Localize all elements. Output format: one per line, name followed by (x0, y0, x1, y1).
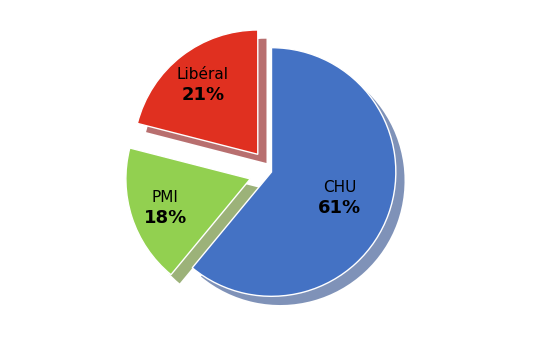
Text: 18%: 18% (143, 209, 187, 227)
Text: Libéral: Libéral (177, 67, 229, 82)
Text: 21%: 21% (181, 86, 224, 104)
Wedge shape (135, 157, 259, 283)
Wedge shape (192, 48, 396, 296)
Text: PMI: PMI (151, 190, 179, 205)
Wedge shape (201, 56, 405, 305)
Wedge shape (137, 30, 258, 154)
Wedge shape (146, 39, 267, 163)
Text: 61%: 61% (318, 198, 361, 217)
Wedge shape (126, 148, 250, 275)
Text: CHU: CHU (323, 180, 356, 195)
